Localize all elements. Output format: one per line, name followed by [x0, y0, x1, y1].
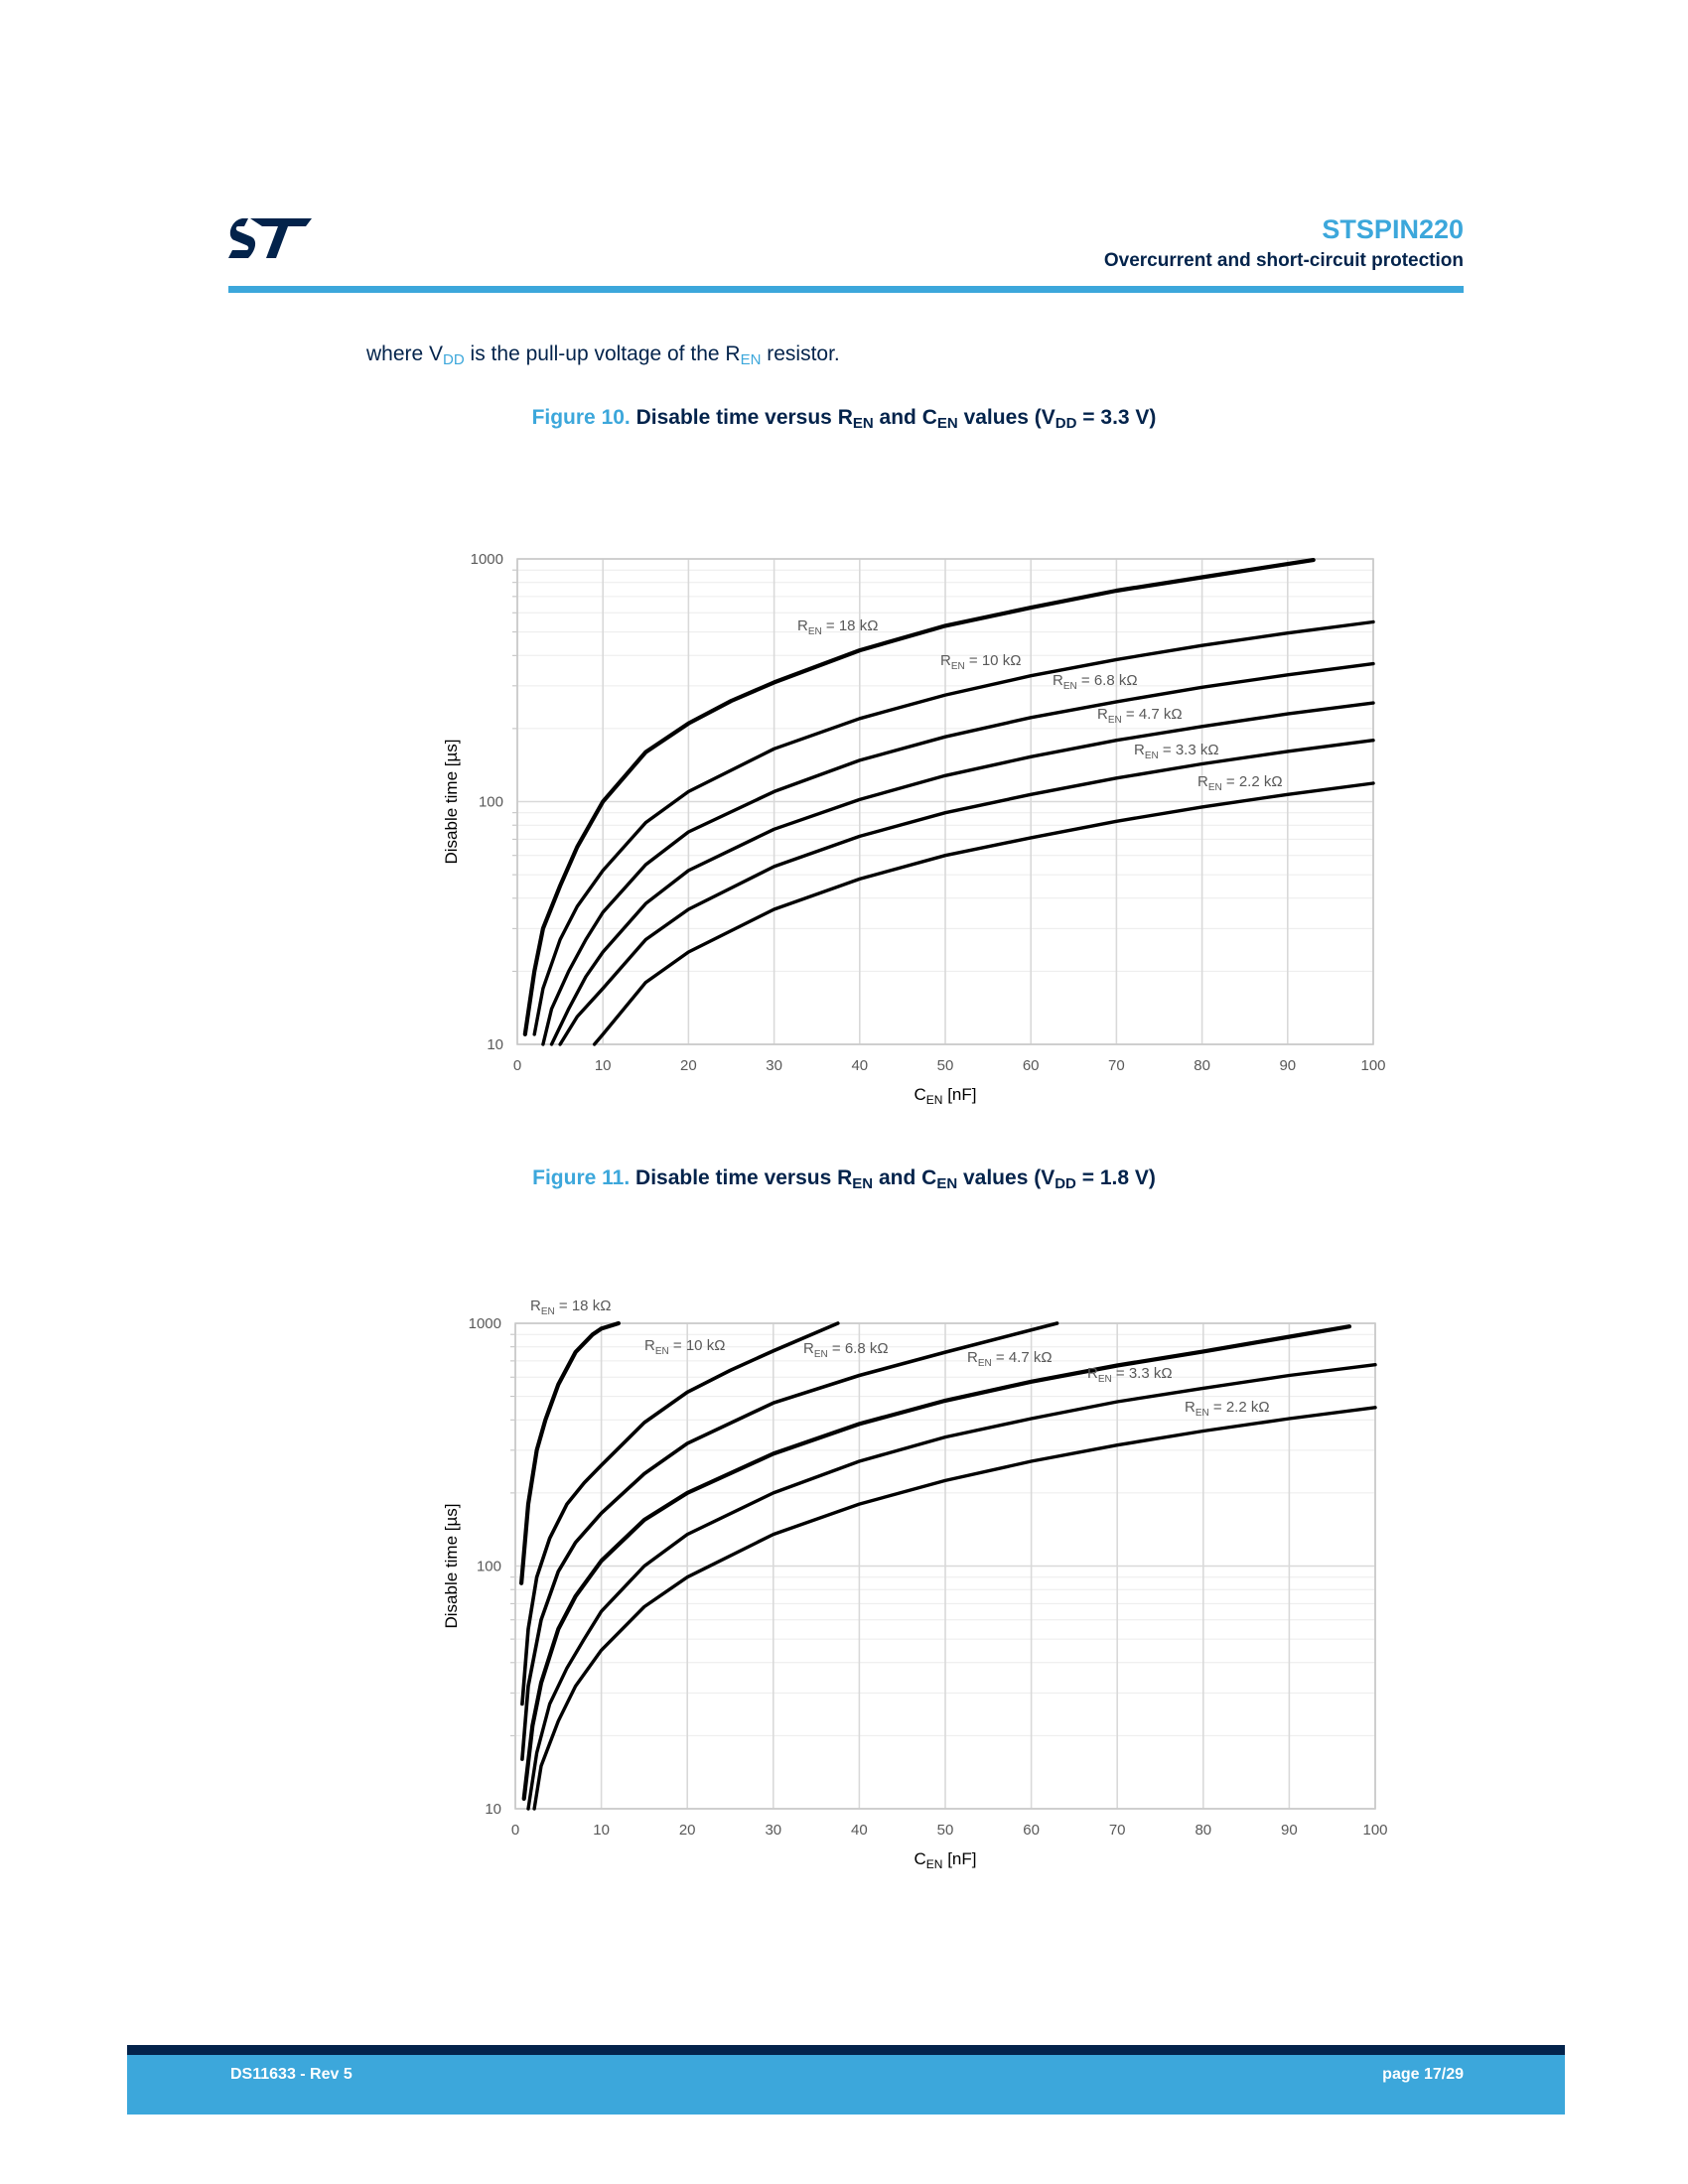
series-annotation: REN = 4.7 kΩ — [1097, 706, 1183, 726]
series-line-18k — [519, 1320, 621, 1585]
caption-text: = 1.8 V) — [1075, 1166, 1156, 1189]
y-tick-label: 100 — [479, 794, 503, 811]
document-revision: DS11633 - Rev 5 — [230, 2066, 352, 2083]
x-tick-label: 40 — [851, 1822, 868, 1839]
series-annotation: REN = 6.8 kΩ — [1053, 672, 1138, 692]
y-axis-label: Disable time [µs] — [442, 1504, 461, 1629]
caption-text: values (V — [957, 1166, 1055, 1189]
series-line-10k — [532, 619, 1375, 1036]
x-tick-label: 70 — [1108, 1057, 1125, 1074]
y-tick-label: 100 — [477, 1559, 501, 1575]
x-tick-label: 100 — [1360, 1057, 1385, 1074]
figure-11-chart: 10 100 1000 0 10 20 30 40 50 60 70 80 90 100 REN = 18 … — [442, 1297, 1388, 1871]
caption-sub: DD — [1055, 1175, 1076, 1192]
x-axis-label: CEN [nF] — [914, 1849, 977, 1871]
x-tick-label: 50 — [937, 1057, 954, 1074]
x-tick-label: 40 — [851, 1057, 868, 1074]
intro-part1: where V — [366, 342, 444, 365]
caption-text: values (V — [957, 406, 1055, 429]
caption-text: = 3.3 V) — [1076, 406, 1157, 429]
x-tick-label: 70 — [1109, 1822, 1126, 1839]
caption-sub: EN — [936, 415, 958, 432]
caption-sub: EN — [852, 415, 874, 432]
y-tick-label: 1000 — [471, 551, 503, 568]
x-tick-label: 30 — [766, 1057, 782, 1074]
x-tick-label: 80 — [1195, 1822, 1211, 1839]
x-tick-label: 90 — [1279, 1057, 1296, 1074]
caption-sub: EN — [936, 1175, 958, 1192]
x-axis-label: CEN [nF] — [914, 1085, 977, 1107]
x-tick-label: 60 — [1023, 1822, 1040, 1839]
series-annotation: REN = 3.3 kΩ — [1134, 742, 1219, 761]
series-line-2.2k — [592, 781, 1375, 1046]
caption-text: Disable time versus R — [630, 406, 853, 429]
series-annotation: REN = 18 kΩ — [797, 617, 878, 637]
x-tick-label: 90 — [1281, 1822, 1298, 1839]
series-line-10k — [520, 1321, 840, 1706]
x-tick-label: 30 — [765, 1822, 781, 1839]
figure-11-caption: Figure 11. Disable time versus REN and C… — [0, 1166, 1688, 1192]
caption-sub: DD — [1055, 415, 1077, 432]
intro-sub2: EN — [740, 351, 762, 368]
x-tick-label: 100 — [1362, 1822, 1387, 1839]
plot-area — [516, 558, 1374, 1045]
caption-text: and C — [873, 1166, 937, 1189]
series-annotation: REN = 10 kΩ — [940, 652, 1021, 672]
footer-rule — [127, 2045, 1565, 2055]
document-title: STSPIN220 — [1322, 214, 1464, 244]
page-number: page 17/29 — [1382, 2066, 1464, 2083]
series-line-2.2k — [532, 1406, 1377, 1811]
x-tick-label: 50 — [937, 1822, 954, 1839]
intro-part3: resistor. — [761, 342, 840, 365]
x-tick-label: 20 — [679, 1822, 696, 1839]
caption-sub: EN — [852, 1175, 874, 1192]
x-tick-label: 60 — [1023, 1057, 1040, 1074]
figure-10-chart: 10 100 1000 0 10 20 30 40 50 60 70 80 90 100 REN = 18 … — [442, 551, 1386, 1107]
caption-text: Disable time versus R — [630, 1166, 853, 1189]
figure-number: Figure 11. — [532, 1166, 631, 1189]
x-tick-label: 10 — [595, 1057, 612, 1074]
x-tick-label: 0 — [513, 1057, 521, 1074]
x-tick-label: 80 — [1194, 1057, 1210, 1074]
x-tick-label: 0 — [511, 1822, 519, 1839]
series-line-3.3k — [526, 1363, 1377, 1811]
series-line-6.8k — [541, 661, 1375, 1046]
y-tick-label: 10 — [487, 1036, 503, 1053]
intro-sub1: DD — [443, 351, 465, 368]
series-line-6.8k — [520, 1321, 1059, 1761]
header-rule — [228, 286, 1464, 293]
intro-text: where VDD is the pull-up voltage of the … — [366, 342, 840, 368]
series-line-3.3k — [558, 739, 1375, 1046]
footer-band — [127, 2055, 1565, 2115]
series-annotation: REN = 2.2 kΩ — [1197, 773, 1283, 793]
series-line-18k — [522, 558, 1316, 1036]
figure-number: Figure 10. — [531, 406, 631, 429]
series-annotation: REN = 10 kΩ — [644, 1337, 725, 1357]
series-annotation: REN = 3.3 kΩ — [1087, 1365, 1173, 1385]
series-annotation: REN = 18 kΩ — [530, 1297, 611, 1317]
series-line-4.7k — [549, 701, 1375, 1046]
st-logo-icon — [228, 218, 312, 258]
y-axis-label: Disable time [µs] — [442, 740, 461, 865]
x-tick-label: 20 — [680, 1057, 697, 1074]
series-annotation: REN = 2.2 kΩ — [1185, 1399, 1270, 1419]
section-title: Overcurrent and short-circuit protection — [1103, 250, 1464, 271]
y-tick-label: 1000 — [469, 1315, 501, 1332]
series-annotation: REN = 6.8 kΩ — [803, 1340, 889, 1360]
x-tick-label: 10 — [593, 1822, 610, 1839]
series-annotation: REN = 4.7 kΩ — [967, 1349, 1053, 1369]
intro-part2: is the pull-up voltage of the R — [464, 342, 741, 365]
plot-area — [514, 1322, 1376, 1810]
series-line-4.7k — [521, 1324, 1352, 1801]
figure-10-caption: Figure 10. Disable time versus REN and C… — [0, 406, 1688, 432]
caption-text: and C — [873, 406, 937, 429]
y-tick-label: 10 — [485, 1801, 501, 1818]
